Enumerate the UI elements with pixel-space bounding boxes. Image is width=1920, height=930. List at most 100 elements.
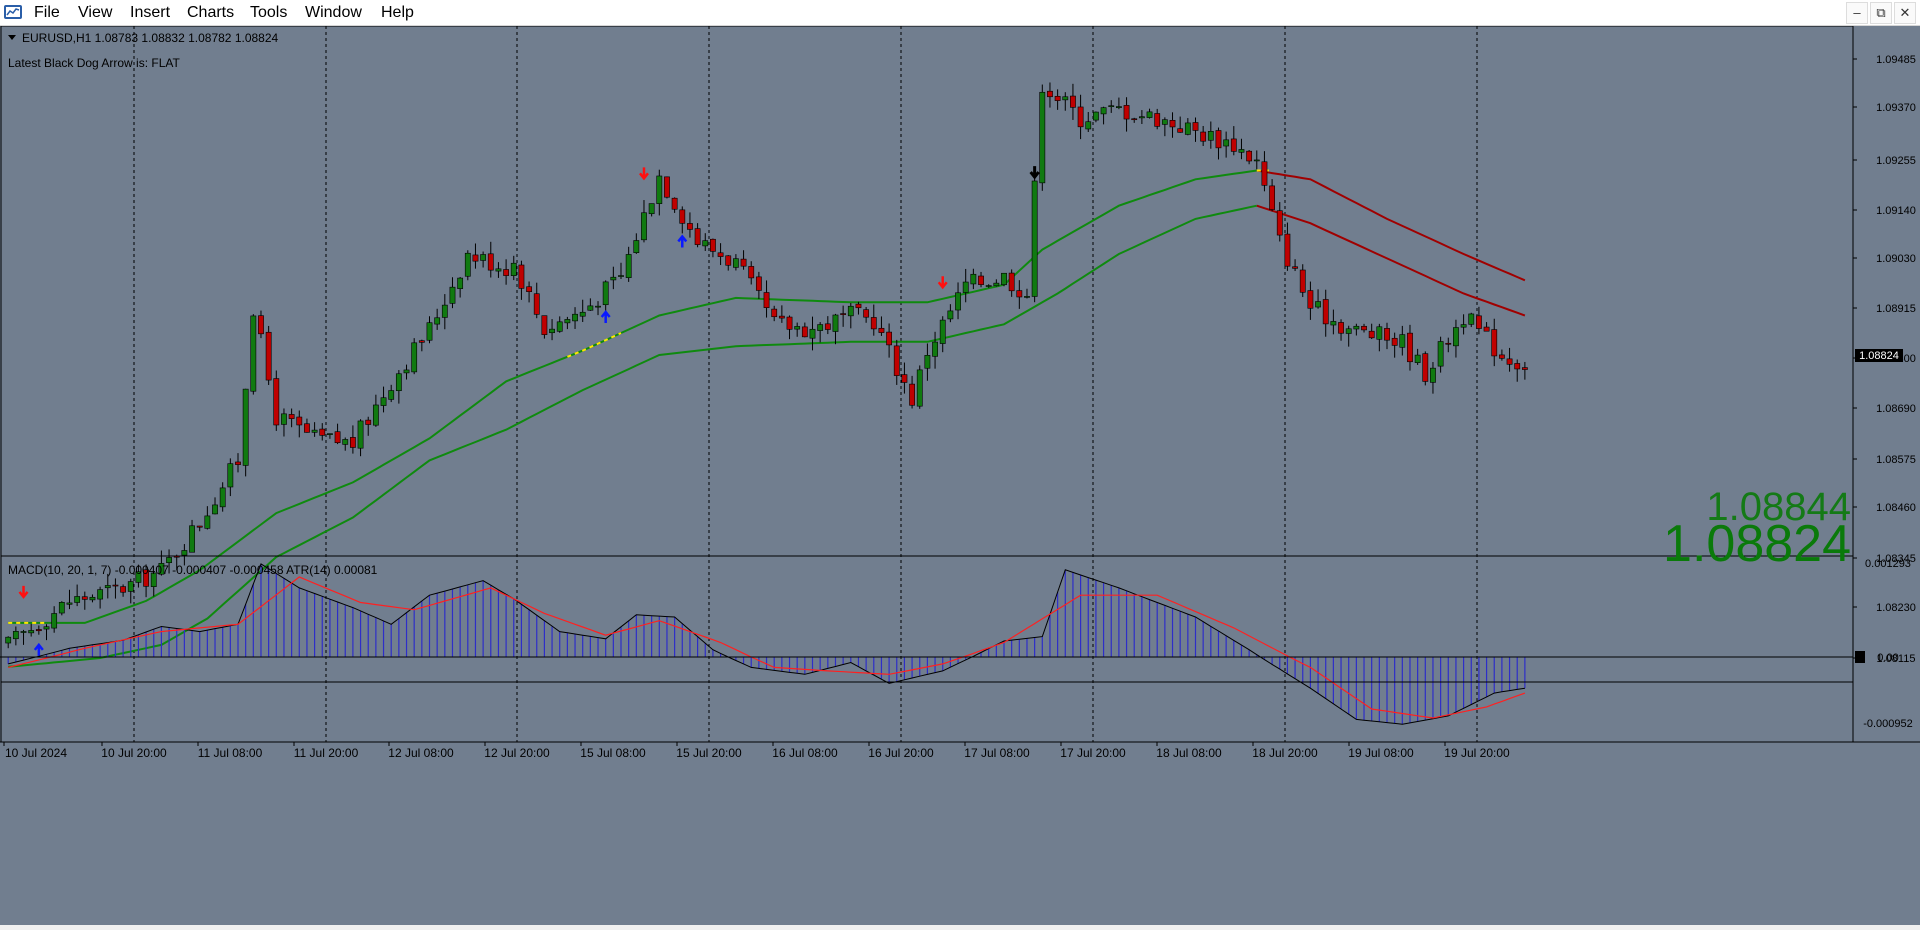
macd-panel-frame [0, 555, 1854, 743]
candle-body [35, 629, 42, 632]
candle-body [150, 572, 157, 587]
menu-tools[interactable]: Tools [250, 4, 288, 21]
red-down-arrow-icon [18, 585, 29, 599]
bid-price-readout: 1.08844 [1706, 485, 1851, 529]
candle-body [687, 223, 693, 230]
candle-body [1047, 90, 1053, 98]
macd-axis-label: 0.001293 [1865, 558, 1911, 570]
ma-slow-line [8, 204, 1258, 668]
candle-body [510, 262, 517, 276]
restore-button[interactable]: ⧉ [1870, 2, 1892, 24]
menu-view[interactable]: View [78, 4, 113, 21]
candle-body [893, 345, 900, 376]
candle-body [1353, 325, 1360, 330]
candle-body [970, 273, 977, 285]
candle-body [204, 515, 211, 529]
red-down-arrow-icon [639, 167, 649, 181]
collapse-triangle-icon[interactable] [8, 35, 16, 40]
time-axis-label: 11 Jul 08:00 [198, 746, 263, 760]
price-axis-label: 1.08915 [1876, 303, 1916, 315]
candle-body [947, 310, 954, 320]
menu-file[interactable]: File [34, 4, 60, 21]
candle-body [541, 315, 548, 335]
candle-body [1085, 121, 1092, 130]
candle-body [1368, 330, 1375, 339]
candle-body [809, 328, 816, 339]
candle-body [464, 252, 471, 277]
candle-body [1391, 337, 1398, 346]
menu-window[interactable]: Window [305, 4, 362, 21]
candle-body [1154, 113, 1161, 127]
menu-charts[interactable]: Charts [187, 4, 235, 21]
blue-up-arrow-icon [677, 234, 688, 248]
macd-line [8, 563, 1525, 725]
candle-body [304, 423, 310, 433]
candle-body [985, 285, 992, 287]
candle-body [457, 277, 464, 289]
candle-body [1230, 138, 1237, 152]
candle-body [1215, 130, 1222, 149]
candle-body [227, 463, 234, 488]
candle-body [1299, 269, 1306, 293]
candle-body [104, 585, 111, 589]
candle-body [618, 275, 624, 277]
candle-body [1207, 131, 1214, 141]
candle-body [273, 378, 280, 426]
candle-body [610, 276, 617, 281]
close-button[interactable]: ✕ [1894, 2, 1916, 24]
candle-body [870, 317, 877, 330]
candle-body [801, 326, 808, 338]
candle-body [1100, 107, 1107, 115]
candle-body [533, 293, 540, 315]
candle-body [1437, 341, 1444, 367]
candle-body [1483, 326, 1490, 332]
candle-body [656, 175, 663, 204]
candle-body [319, 428, 326, 436]
candle-body [595, 305, 601, 308]
macd-panel [7, 563, 1526, 725]
candle-body [1468, 313, 1475, 325]
blue-up-arrow-icon [33, 642, 44, 656]
candle-body [196, 525, 203, 528]
candle-body [740, 258, 747, 267]
candle-body [1138, 116, 1145, 119]
candle-body [357, 420, 364, 449]
price-chart[interactable]: 1.09485 1.09370 1.09255 1.09140 1.09030 1.089… [0, 25, 1920, 925]
candle-body [388, 390, 395, 400]
candle-body [939, 319, 946, 344]
price-axis-label: 1.09370 [1876, 102, 1916, 114]
candle-body [296, 416, 303, 426]
app-logo-icon [4, 5, 22, 19]
candle-body [955, 292, 961, 311]
time-axis-label: 15 Jul 08:00 [580, 746, 646, 760]
candle-body [526, 286, 532, 292]
candle-body [334, 431, 341, 444]
candle-body [1376, 326, 1383, 340]
minimize-button[interactable]: – [1846, 2, 1868, 24]
candle-body [242, 388, 249, 466]
price-axis-label: 1.08115 [1877, 653, 1916, 665]
chart-window[interactable]: 1.09485 1.09370 1.09255 1.09140 1.09030 1.089… [0, 25, 1920, 925]
signal-arrows [18, 166, 1040, 656]
candle-body [342, 439, 349, 445]
candle-body [679, 209, 686, 224]
candle-body [472, 254, 479, 262]
current-price-box [1855, 349, 1903, 362]
time-axis-label: 16 Jul 08:00 [772, 746, 838, 760]
candle-body [664, 176, 670, 198]
candle-body [372, 404, 379, 426]
candle-body [1184, 122, 1191, 135]
candle-body [403, 369, 410, 374]
menu-help[interactable]: Help [381, 4, 414, 21]
candle-body [1123, 105, 1130, 120]
menu-insert[interactable]: Insert [130, 4, 171, 21]
candle-body [1108, 105, 1115, 108]
time-axis-label: 18 Jul 20:00 [1252, 746, 1318, 760]
candle-body [288, 414, 295, 419]
candle-body [587, 305, 594, 311]
candle-body [487, 253, 494, 271]
candle-body [717, 252, 724, 257]
candle-body [1161, 119, 1168, 125]
candle-body [993, 282, 1000, 287]
candle-body [1407, 332, 1413, 363]
